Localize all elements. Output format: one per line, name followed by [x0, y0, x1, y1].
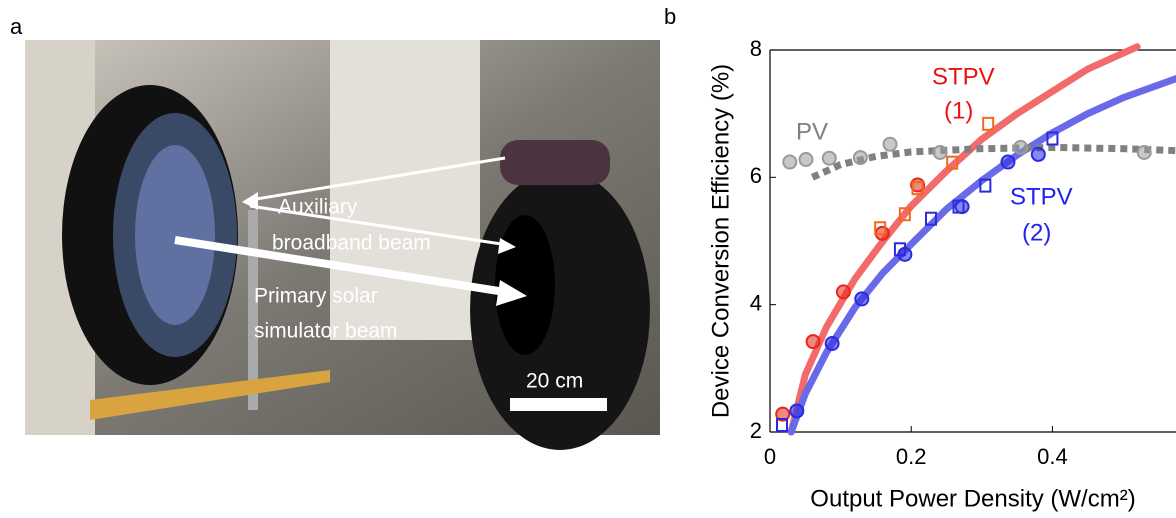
photo-label: Auxiliary [278, 196, 358, 219]
data-point [775, 406, 791, 422]
data-point [776, 417, 789, 432]
data-point [805, 334, 821, 350]
photo: Auxiliary broadband beam Primary solar s… [25, 40, 660, 450]
x-tick-label: 0 [764, 444, 776, 469]
y-axis-label: Device Conversion Efficiency (%) [707, 64, 734, 418]
photo-label: broadband beam [272, 232, 431, 255]
annotation: PV [796, 118, 828, 145]
data-point [874, 221, 887, 236]
data-point [821, 150, 837, 166]
photo-label: simulator beam [254, 320, 398, 343]
data-point [1046, 131, 1059, 146]
data-point [798, 152, 814, 168]
y-tick-label: 8 [750, 36, 762, 61]
fit-curve [787, 43, 1141, 436]
panel-label: b [664, 4, 676, 29]
data-point [982, 116, 995, 131]
data-point [824, 336, 840, 352]
data-point [1030, 146, 1046, 162]
data-point [1136, 145, 1152, 161]
panel-label: a [10, 14, 23, 39]
chart: 2 4 6 8 0 0.2 0.4 Output Power Density (W/cm²) D… [707, 36, 1176, 512]
data-point [835, 284, 851, 300]
data-point [979, 178, 992, 193]
x-axis-label: Output Power Density (W/cm²) [810, 485, 1135, 512]
data-point [946, 155, 959, 170]
data-point [893, 242, 906, 257]
data-point [882, 136, 898, 152]
data-point [924, 211, 937, 226]
data-point [952, 199, 965, 214]
data-point [782, 154, 798, 170]
y-tick-label: 2 [750, 418, 762, 443]
x-tick-label: 0.4 [1037, 444, 1068, 469]
y-tick-label: 6 [750, 163, 762, 188]
data-point [898, 207, 911, 222]
data-point [954, 199, 970, 215]
annotation: STPV [1010, 183, 1073, 210]
scale-label: 20 cm [526, 370, 583, 393]
fit-curve [787, 75, 1176, 436]
data-point [1013, 139, 1029, 155]
annotation: (1) [944, 97, 973, 124]
data-point [852, 150, 868, 166]
annotation: STPV [932, 63, 995, 90]
data-point [1000, 154, 1016, 170]
x-tick-label: 0.2 [896, 444, 927, 469]
y-tick-label: 4 [750, 290, 762, 315]
data-point [789, 403, 805, 419]
photo-label: Primary solar [254, 285, 378, 308]
data-point [911, 181, 924, 196]
annotation: (2) [1022, 219, 1051, 246]
data-point [932, 145, 948, 161]
data-point [854, 291, 870, 307]
